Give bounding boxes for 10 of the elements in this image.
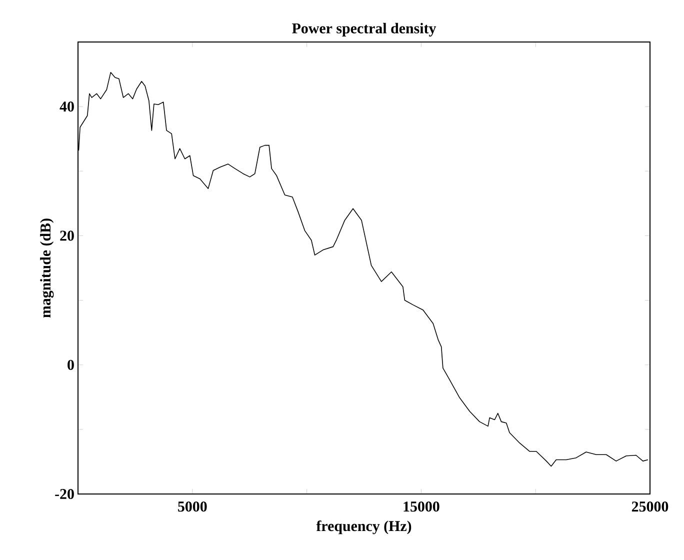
x-tick-label: 5000 [178,502,207,512]
y-tick-label: 40 [60,102,74,112]
x-tick-label: 25000 [632,502,668,512]
x-axis-title: frequency (Hz) [316,520,412,534]
y-axis-title: magnitude (dB) [40,218,54,318]
chart-title: Power spectral density [292,22,436,36]
y-tick-label: 0 [68,360,74,370]
y-tick-label: -20 [55,488,74,500]
y-tick-label: 20 [60,230,74,241]
x-tick-label: 15000 [404,502,440,512]
